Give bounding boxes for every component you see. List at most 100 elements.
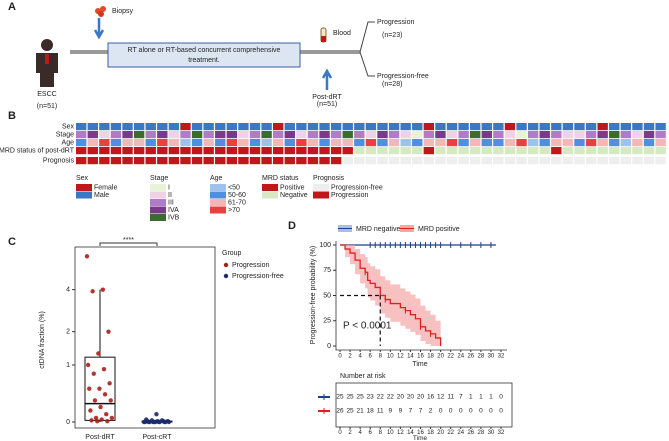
outcome: Progression-free xyxy=(377,73,429,80)
row-label: Prognosis xyxy=(43,157,75,164)
heatmap-cell xyxy=(516,157,527,165)
x-tick-label: 14 xyxy=(407,354,414,360)
heatmap-cell xyxy=(539,131,550,139)
risk-count: 0 xyxy=(489,408,493,415)
heatmap-cell xyxy=(157,147,168,155)
legend-swatch xyxy=(76,191,92,199)
heatmap-cell xyxy=(412,131,423,139)
heatmap-cell xyxy=(435,123,446,131)
heatmap-cell xyxy=(296,147,307,155)
heatmap-cell xyxy=(284,123,295,131)
heatmap-cell xyxy=(377,157,388,165)
heatmap-cell xyxy=(597,147,608,155)
y-tick-label: 0 xyxy=(327,343,331,350)
cohort-n: (n=51) xyxy=(37,103,57,110)
heatmap-cell xyxy=(446,147,458,155)
heatmap-cell xyxy=(319,131,330,139)
risk-count: 21 xyxy=(357,408,365,415)
point xyxy=(91,371,96,376)
x-tick-label: 10 xyxy=(387,430,394,436)
point xyxy=(104,411,109,417)
risk-count: 22 xyxy=(387,394,395,401)
heatmap-cell xyxy=(655,147,666,155)
heatmap-cell xyxy=(423,123,435,131)
heatmap-cell xyxy=(632,123,643,131)
legend-label: Progression xyxy=(331,192,368,199)
heatmap-cell xyxy=(87,139,98,147)
heatmap-cell xyxy=(307,147,319,155)
heatmap-cell xyxy=(539,147,550,155)
heatmap-cell xyxy=(470,123,481,131)
row-label: MRD status of post-dRT xyxy=(0,147,75,154)
legend-swatch xyxy=(210,199,226,206)
heatmap-cell xyxy=(133,157,145,165)
heatmap-cell xyxy=(342,157,353,165)
heatmap-cell xyxy=(551,157,562,165)
legend-label: >70 xyxy=(228,207,240,214)
heatmap-cell xyxy=(273,131,284,139)
heatmap-cell xyxy=(481,139,492,147)
heatmap-cell xyxy=(400,131,411,139)
point xyxy=(153,419,158,425)
legend-swatch xyxy=(210,191,226,199)
heatmap-cell xyxy=(620,123,632,131)
risk-count: 0 xyxy=(499,408,503,415)
x-tick-label: 2 xyxy=(348,430,352,436)
biopsy: Biopsy xyxy=(112,8,134,15)
y-tick-label: 50 xyxy=(323,292,331,299)
legend-label: 61-70 xyxy=(228,199,246,206)
heatmap-cell xyxy=(412,147,423,155)
heatmap-cell xyxy=(191,139,203,147)
heatmap-cell xyxy=(76,147,87,155)
heatmap-cell xyxy=(238,131,249,139)
heatmap-cell xyxy=(597,131,608,139)
point xyxy=(166,419,172,425)
risk-count: 12 xyxy=(437,394,445,401)
heatmap-cell xyxy=(203,123,214,131)
outcome: Progression xyxy=(377,19,414,26)
risk-count: 22 xyxy=(377,394,385,401)
y-tick-label: 100 xyxy=(319,242,331,249)
heatmap-cell xyxy=(470,131,481,139)
legend-label: Positive xyxy=(280,184,305,191)
heatmap-cell xyxy=(400,147,411,155)
x-tick-label: 20 xyxy=(437,430,444,436)
bracket xyxy=(359,21,375,77)
heatmap-cell xyxy=(87,157,98,165)
heatmap-cell xyxy=(585,131,597,139)
treatment: treatment. xyxy=(188,57,220,64)
heatmap-cell xyxy=(87,123,98,131)
point xyxy=(154,411,159,417)
heatmap-cell xyxy=(191,157,203,165)
legend-label: IVB xyxy=(168,214,180,221)
heatmap-cell xyxy=(330,147,342,155)
heatmap-cell xyxy=(261,123,272,131)
risk-count: 9 xyxy=(389,408,393,415)
y-axis-label: Progression-free probability (%) xyxy=(310,246,317,344)
legend-label: 50-60 xyxy=(228,192,246,199)
x-tick-label: 6 xyxy=(369,430,373,436)
heatmap-cell xyxy=(609,123,620,131)
legend-label: MRD positive xyxy=(418,226,460,233)
heatmap-cell xyxy=(516,131,527,139)
heatmap-cell xyxy=(551,131,562,139)
y-axis-label: ctDNA fraction (%) xyxy=(39,311,46,369)
x-tick-label: 30 xyxy=(488,430,495,436)
x-tick-label: 18 xyxy=(427,430,434,436)
point xyxy=(102,392,108,397)
heatmap-cell xyxy=(516,147,527,155)
heatmap-cell xyxy=(180,139,191,147)
legend-swatch xyxy=(150,199,166,206)
heatmap-cell xyxy=(643,147,655,155)
heatmap-cell xyxy=(562,123,574,131)
legend-label: Progression-free xyxy=(331,184,383,191)
heatmap-cell xyxy=(296,139,307,147)
heatmap-cell xyxy=(180,123,191,131)
heatmap-cell xyxy=(574,123,585,131)
legend-title: Sex xyxy=(76,175,89,182)
heatmap-cell xyxy=(400,139,411,147)
x-tick-label: 24 xyxy=(457,430,464,436)
heatmap-cell xyxy=(655,131,666,139)
risk-count: 7 xyxy=(419,408,423,415)
